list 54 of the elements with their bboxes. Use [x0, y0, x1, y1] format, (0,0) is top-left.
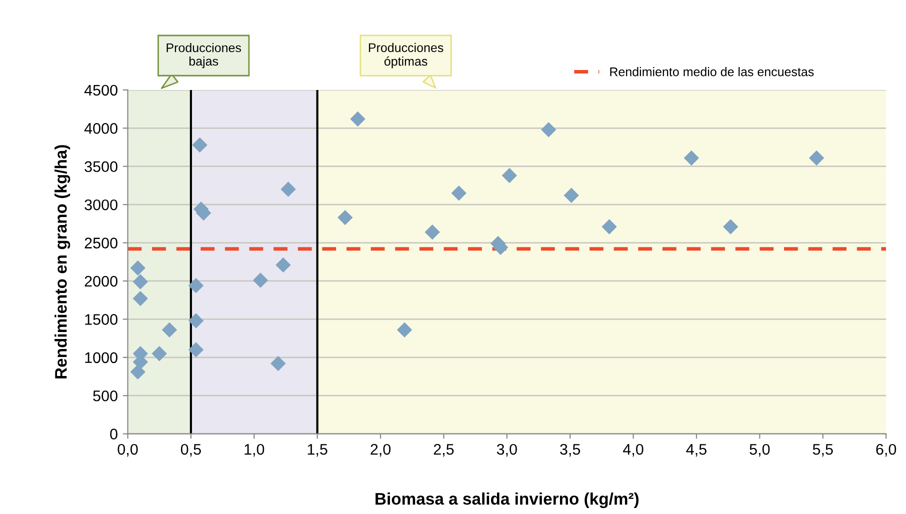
y-tick-label: 4500: [84, 84, 118, 96]
point: [132, 274, 148, 290]
y-axis-title: Rendimiento en grano (kg/ha): [54, 145, 70, 378]
point: [188, 278, 204, 294]
point: [162, 322, 178, 338]
point: [451, 186, 466, 201]
y-tick-label: 3000: [84, 199, 118, 210]
x-tick-label: 4,5: [686, 444, 706, 457]
point: [396, 322, 412, 338]
point: [808, 150, 824, 166]
x-tick-label: 0,0: [118, 444, 138, 457]
point: [502, 168, 518, 184]
x-tick-label: 2,5: [434, 444, 454, 457]
point: [276, 257, 291, 273]
band-label: Producciones óptimas: [368, 42, 444, 68]
y-tick-label: 3500: [84, 161, 118, 172]
y-tick-label: 2000: [84, 276, 118, 287]
point: [684, 150, 700, 166]
y-tick-label: 1500: [85, 314, 118, 325]
point: [152, 346, 167, 362]
x-tick-label: 3,5: [560, 444, 580, 457]
y-tick-label: 0: [110, 428, 118, 440]
point: [132, 290, 148, 306]
point: [424, 224, 440, 240]
y-tick-label: 1000: [85, 352, 118, 364]
y-tick-label: 4000: [84, 123, 118, 134]
x-tick-label: 3,0: [496, 444, 517, 457]
y-tick-label: 500: [93, 390, 118, 402]
point: [338, 210, 353, 226]
point: [280, 182, 296, 197]
x-tick-label: 2,0: [370, 444, 391, 457]
band-label: Producciones bajas: [166, 43, 241, 68]
point: [130, 364, 146, 380]
point: [188, 313, 204, 328]
x-tick-label: 1,0: [244, 444, 264, 457]
point: [188, 342, 204, 358]
point: [192, 137, 208, 153]
x-axis-title: Biomasa a salida invierno (kg/m²): [376, 492, 639, 508]
point: [541, 122, 556, 138]
point: [602, 219, 617, 234]
legend-label: Rendimiento medio de las encuestas: [610, 67, 814, 76]
x-tick-label: 4,0: [623, 444, 644, 457]
point: [564, 188, 579, 204]
point: [252, 272, 268, 288]
point: [270, 356, 286, 372]
point: [723, 219, 738, 234]
y-tick-label: 2500: [84, 238, 118, 248]
x-tick-label: 5,5: [812, 444, 833, 457]
x-tick-label: 0,5: [180, 444, 201, 457]
x-tick-label: 6,0: [876, 444, 896, 457]
x-tick-label: 1,5: [308, 444, 328, 457]
x-tick-label: 5,0: [750, 444, 770, 457]
point: [130, 260, 146, 276]
point: [350, 111, 366, 127]
